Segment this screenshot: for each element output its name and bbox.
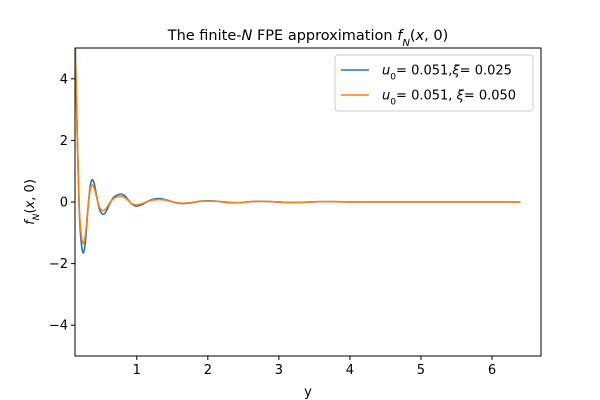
y-tick-label: 2 xyxy=(60,134,68,149)
x-tick-label: 4 xyxy=(346,363,354,378)
x-tick-label: 2 xyxy=(204,363,212,378)
legend-box xyxy=(334,54,534,112)
y-tick-label: −2 xyxy=(49,257,68,272)
y-axis-label: fN(x, 0) xyxy=(23,179,42,225)
chart-title: The finite-N FPE approximation fN(x, 0) xyxy=(167,28,449,49)
y-axis: −4 −2 0 2 4 xyxy=(49,72,75,334)
legend-label-2: u0= 0.051, ξ= 0.050 xyxy=(382,89,516,108)
x-tick-label: 5 xyxy=(417,363,425,378)
legend-entries: u0= 0.051,ξ= 0.025 u0= 0.051, ξ= 0.050 xyxy=(341,64,516,108)
y-tick-label: 0 xyxy=(60,196,68,211)
x-tick-label: 6 xyxy=(488,363,496,378)
x-axis: 1 2 3 4 5 6 xyxy=(133,356,496,378)
x-tick-label: 1 xyxy=(133,363,141,378)
legend-label-1: u0= 0.051,ξ= 0.025 xyxy=(382,64,512,83)
x-axis-label: y xyxy=(304,385,312,400)
series-line-2 xyxy=(75,48,521,245)
y-tick-label: 4 xyxy=(60,72,68,87)
series-layer xyxy=(75,48,521,254)
y-tick-label: −4 xyxy=(49,319,68,334)
x-tick-label: 3 xyxy=(275,363,283,378)
legend: u0= 0.051,ξ= 0.025 u0= 0.051, ξ= 0.050 xyxy=(334,54,534,112)
